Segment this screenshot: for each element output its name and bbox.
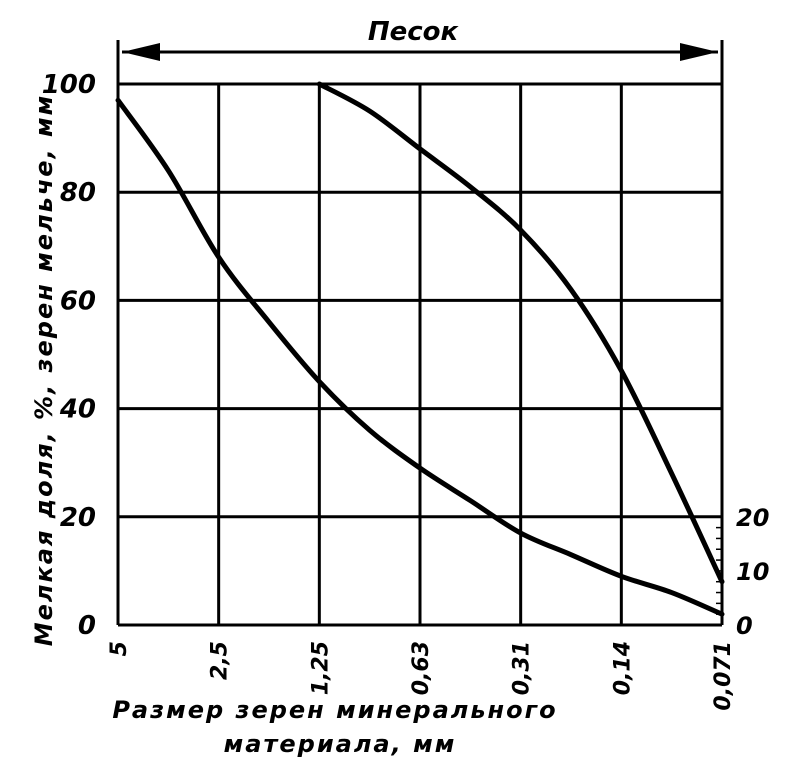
band-arrow-left (122, 43, 160, 61)
right-y-tick-label: 0 (736, 612, 753, 640)
x-tick-label: 5 (107, 641, 132, 656)
series-layer (115, 81, 725, 617)
y-tick-label: 100 (42, 70, 96, 100)
x-axis-label-line2: материала, мм (224, 730, 457, 758)
x-tick-label: 0,14 (610, 641, 635, 695)
header-band: Песок (116, 17, 724, 86)
x-tick-label: 0,31 (510, 641, 535, 695)
y-tick-labels: 0 20 40 60 80 100 (42, 70, 96, 641)
x-tick-label: 2,5 (208, 641, 233, 680)
x-tick-label: 0,071 (711, 641, 736, 711)
band-label: Песок (368, 17, 460, 47)
x-tick-label: 0,63 (409, 641, 434, 695)
y-tick-label: 80 (60, 178, 96, 208)
y-tick-label: 20 (60, 503, 96, 533)
x-axis-label-line1: Размер зерен минерального (112, 696, 557, 724)
series-line-1 (115, 97, 725, 617)
y-tick-label: 60 (60, 286, 96, 316)
x-tick-labels: 5 2,5 1,25 0,63 0,31 0,14 0,071 (107, 641, 736, 711)
right-y-tick-label: 10 (736, 558, 769, 586)
y-tick-label: 0 (78, 611, 96, 641)
right-y-tick-label: 20 (736, 504, 769, 532)
grid (116, 82, 724, 627)
y-axis-label: Мелкая доля, %, зерен мельче, мм (30, 94, 58, 647)
band-arrow-right (680, 43, 718, 61)
right-y-tick-labels: 0 10 20 (716, 504, 769, 640)
series-line-2 (316, 81, 725, 585)
y-tick-label: 40 (59, 395, 96, 425)
x-tick-label: 1,25 (308, 641, 333, 695)
